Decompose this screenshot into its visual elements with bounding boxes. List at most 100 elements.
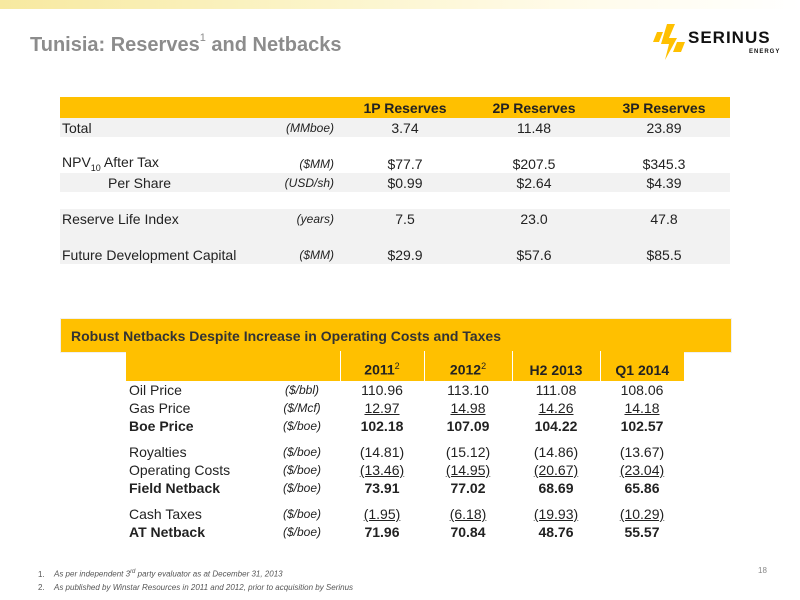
header-2p: 2P Reserves <box>470 97 598 118</box>
row-unit: ($MM) <box>299 156 334 171</box>
cell-value: 102.18 <box>360 418 404 434</box>
cell-value: 110.96 <box>361 382 403 398</box>
cell-value: (23.04) <box>619 462 665 478</box>
cell-value: $207.5 <box>512 155 556 172</box>
table-row: AT Netback ($/boe) 71.96 70.84 48.76 55.… <box>126 523 684 541</box>
row-unit: (USD/sh) <box>258 173 340 192</box>
cell-value: 55.57 <box>624 524 660 540</box>
cell-value: 113.10 <box>447 382 489 398</box>
cell-value: $85.5 <box>598 245 730 264</box>
table-row: Field Netback ($/boe) 73.91 77.02 68.69 … <box>126 479 684 497</box>
cell-value: $4.39 <box>598 173 730 192</box>
logo-mark-icon <box>653 24 685 60</box>
row-unit: ($/bbl) <box>284 383 319 397</box>
cell-value: 102.57 <box>620 418 664 434</box>
banner-text: Robust Netbacks Despite Increase in Oper… <box>71 328 501 344</box>
spacer-row <box>126 435 684 443</box>
cell-value: (14.81) <box>359 444 405 460</box>
logo-subtitle: ENERGY <box>749 49 781 55</box>
cell-value: $345.3 <box>642 155 686 172</box>
cell-value: (14.86) <box>533 444 579 460</box>
table-row: Total (MMboe) 3.74 11.48 23.89 <box>60 118 730 137</box>
spacer-row <box>126 497 684 505</box>
row-label: NPV10 After Tax <box>62 154 159 173</box>
table-row: Per Share (USD/sh) $0.99 $2.64 $4.39 <box>60 173 730 192</box>
reserves-header-row: 1P Reserves 2P Reserves 3P Reserves <box>60 97 730 118</box>
row-label: Reserve Life Index <box>60 209 258 228</box>
row-unit: (MMboe) <box>258 118 340 137</box>
cell-value: 14.18 <box>624 400 660 416</box>
netbacks-table: 20112 20122 H2 2013 Q1 2014 Oil Price ($… <box>126 351 684 541</box>
header-2011: 20112 <box>339 351 424 381</box>
cell-value: (14.95) <box>445 462 491 478</box>
cell-value: 14.98 <box>450 400 486 416</box>
cell-value: 47.8 <box>598 209 730 228</box>
row-label: Future Development Capital <box>60 245 258 264</box>
top-gradient-bar <box>0 0 800 9</box>
table-row: Operating Costs ($/boe) (13.46) (14.95) … <box>126 461 684 479</box>
footnotes: 1. As per independent 3rd party evaluator… <box>38 566 353 594</box>
cell-value: 11.48 <box>470 118 598 137</box>
cell-value: (19.93) <box>533 506 579 522</box>
row-unit: ($/boe) <box>282 463 322 477</box>
logo-name: SERINUS <box>688 28 771 47</box>
table-row: Boe Price ($/boe) 102.18 107.09 104.22 1… <box>126 417 684 435</box>
cell-value: 108.06 <box>620 382 664 398</box>
cell-value: 107.09 <box>446 418 490 434</box>
page-number: 18 <box>758 566 767 575</box>
row-label: Field Netback <box>129 480 221 496</box>
footnote: 2. As published by Winstar Resources in 2… <box>38 582 354 592</box>
table-row: Cash Taxes ($/boe) (1.95) (6.18) (19.93)… <box>126 505 684 523</box>
row-label: Royalties <box>129 444 187 460</box>
cell-value: (1.95) <box>363 506 401 522</box>
header-q1-2014: Q1 2014 <box>599 351 684 381</box>
row-unit: (years) <box>258 209 340 228</box>
netbacks-header-row: 20112 20122 H2 2013 Q1 2014 <box>126 351 684 381</box>
spacer-row <box>60 192 730 209</box>
table-row: Gas Price ($/Mcf) 12.97 14.98 14.26 14.1… <box>126 399 684 417</box>
row-unit: ($/boe) <box>282 525 322 539</box>
cell-value: 70.84 <box>450 524 486 540</box>
cell-value: 14.26 <box>538 400 574 416</box>
row-unit: ($/boe) <box>282 507 322 521</box>
cell-value: (20.67) <box>533 462 579 478</box>
row-unit: ($/boe) <box>282 419 322 433</box>
cell-value: 23.89 <box>598 118 730 137</box>
cell-value: 104.22 <box>534 418 578 434</box>
cell-value: (15.12) <box>445 444 491 460</box>
cell-value: 48.76 <box>538 524 574 540</box>
cell-value: 71.96 <box>364 524 400 540</box>
header-2012: 20122 <box>423 351 512 381</box>
cell-value: 3.74 <box>340 118 470 137</box>
row-label: Oil Price <box>129 382 182 398</box>
cell-value: 111.08 <box>535 382 577 398</box>
spacer-row <box>60 137 730 154</box>
table-row: Reserve Life Index (years) 7.5 23.0 47.8 <box>60 209 730 228</box>
cell-value: (13.67) <box>619 444 665 460</box>
cell-value: $77.7 <box>387 155 423 172</box>
cell-value: $2.64 <box>470 173 598 192</box>
table-row: NPV10 After Tax ($MM) $77.7 $207.5 $345.… <box>60 154 730 173</box>
cell-value: $29.9 <box>340 245 470 264</box>
row-label: Total <box>60 118 258 137</box>
cell-value: (13.46) <box>359 462 405 478</box>
cell-value: $57.6 <box>470 245 598 264</box>
table-row: Oil Price ($/bbl) 110.96 113.10 111.08 1… <box>126 381 684 399</box>
cell-value: 12.97 <box>364 400 400 416</box>
row-label: Cash Taxes <box>129 506 202 522</box>
row-label: Per Share <box>60 173 258 192</box>
footnote: 1. As per independent 3rd party evaluator… <box>38 569 283 579</box>
row-unit: ($/boe) <box>282 481 322 495</box>
company-logo: SERINUS ENERGY <box>653 20 783 64</box>
reserves-table: 1P Reserves 2P Reserves 3P Reserves Tota… <box>60 97 730 264</box>
netbacks-banner: Robust Netbacks Despite Increase in Oper… <box>60 318 732 353</box>
header-h2-2013: H2 2013 <box>511 351 600 381</box>
cell-value: 77.02 <box>450 480 486 496</box>
cell-value: (10.29) <box>619 506 665 522</box>
row-label: Boe Price <box>129 418 194 434</box>
table-row: Royalties ($/boe) (14.81) (15.12) (14.86… <box>126 443 684 461</box>
cell-value: $0.99 <box>340 173 470 192</box>
header-3p: 3P Reserves <box>598 97 730 118</box>
cell-value: 73.91 <box>364 480 400 496</box>
table-row: Future Development Capital ($MM) $29.9 $… <box>60 245 730 264</box>
